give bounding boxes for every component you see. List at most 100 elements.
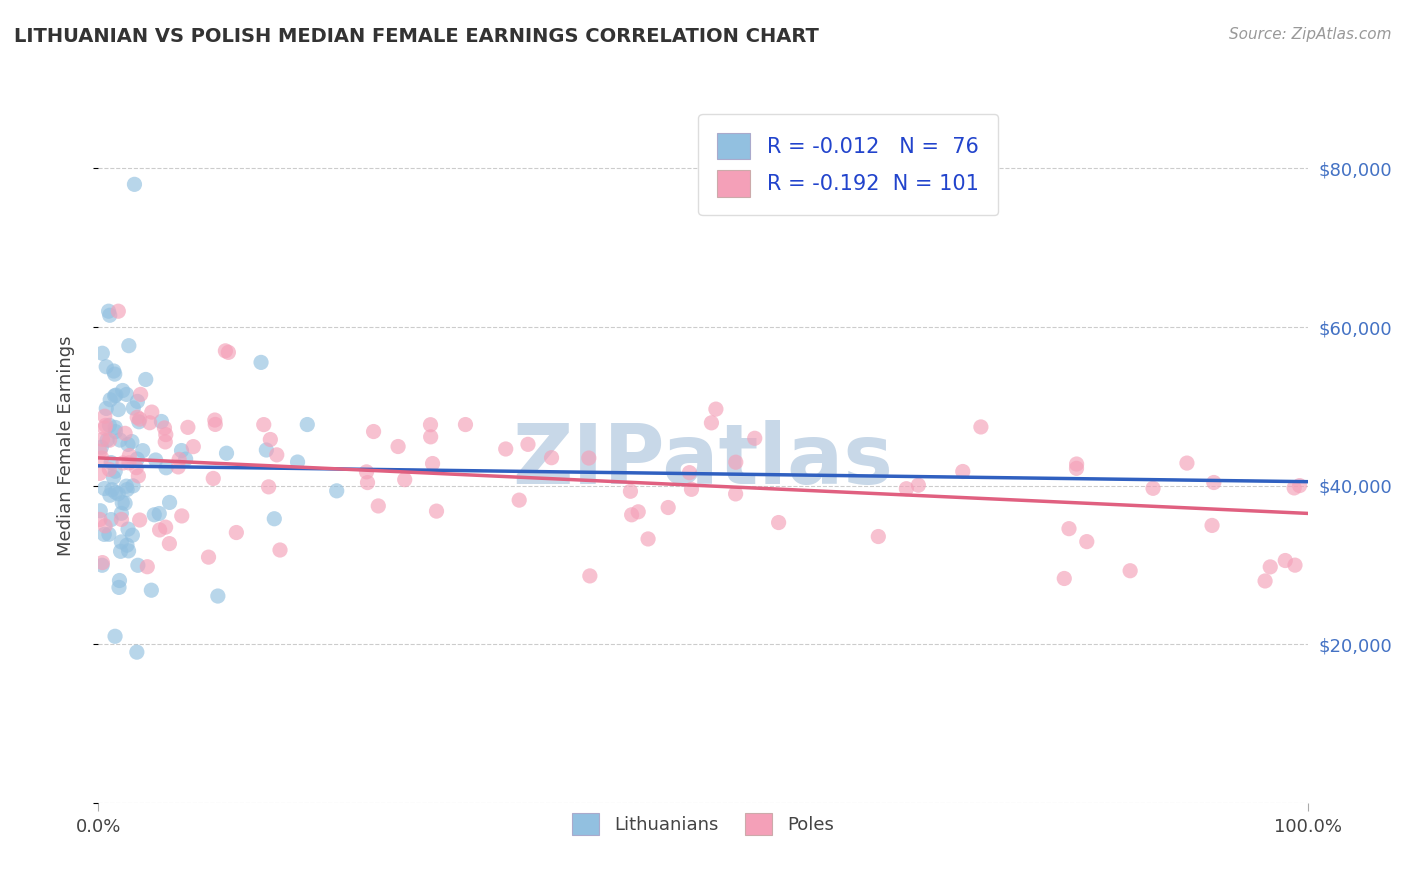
Point bbox=[117, 522, 139, 536]
Text: Source: ZipAtlas.com: Source: ZipAtlas.com bbox=[1229, 27, 1392, 42]
Point bbox=[952, 465, 974, 479]
Point bbox=[215, 446, 238, 460]
Point bbox=[325, 483, 347, 498]
Point bbox=[744, 431, 766, 445]
Point bbox=[1066, 457, 1088, 471]
Point bbox=[619, 484, 641, 499]
Point bbox=[115, 387, 138, 401]
Point bbox=[1175, 456, 1198, 470]
Point bbox=[657, 500, 679, 515]
Point bbox=[907, 478, 929, 492]
Point bbox=[141, 405, 163, 419]
Point bbox=[197, 550, 219, 565]
Point bbox=[422, 457, 444, 471]
Point bbox=[259, 433, 281, 447]
Point bbox=[118, 456, 141, 470]
Point bbox=[394, 473, 416, 487]
Point bbox=[155, 520, 177, 534]
Point bbox=[108, 581, 131, 595]
Point bbox=[127, 394, 149, 409]
Point bbox=[217, 345, 239, 359]
Point bbox=[150, 415, 173, 429]
Point bbox=[128, 412, 150, 426]
Point bbox=[181, 440, 204, 454]
Point bbox=[253, 417, 276, 432]
Point bbox=[1057, 522, 1080, 536]
Point bbox=[98, 392, 121, 407]
Point bbox=[681, 483, 703, 497]
Point bbox=[214, 343, 236, 358]
Point bbox=[148, 507, 170, 521]
Point bbox=[108, 574, 131, 588]
Point bbox=[110, 506, 132, 520]
Point bbox=[1202, 475, 1225, 490]
Point bbox=[103, 364, 125, 378]
Point bbox=[128, 415, 150, 429]
Point bbox=[125, 645, 148, 659]
Point bbox=[768, 516, 790, 530]
Point bbox=[700, 416, 723, 430]
Point bbox=[125, 460, 148, 475]
Point bbox=[89, 504, 111, 518]
Point bbox=[117, 544, 139, 558]
Point bbox=[287, 455, 309, 469]
Point bbox=[103, 470, 125, 484]
Point bbox=[868, 529, 890, 543]
Point bbox=[89, 512, 111, 526]
Point bbox=[91, 556, 114, 570]
Point bbox=[98, 308, 121, 322]
Point bbox=[356, 465, 378, 479]
Point bbox=[269, 543, 291, 558]
Point bbox=[124, 178, 146, 192]
Point bbox=[1053, 572, 1076, 586]
Point bbox=[114, 426, 136, 441]
Point bbox=[104, 388, 127, 402]
Point bbox=[118, 339, 141, 353]
Point bbox=[132, 443, 155, 458]
Point bbox=[174, 452, 197, 467]
Point bbox=[363, 425, 385, 439]
Point bbox=[91, 346, 114, 360]
Point bbox=[104, 425, 127, 439]
Point bbox=[93, 482, 115, 496]
Point bbox=[98, 434, 121, 448]
Point bbox=[121, 528, 143, 542]
Point bbox=[110, 512, 132, 526]
Legend: Lithuanians, Poles: Lithuanians, Poles bbox=[564, 804, 842, 844]
Point bbox=[111, 384, 134, 398]
Point bbox=[94, 418, 117, 433]
Point bbox=[121, 434, 143, 449]
Point bbox=[387, 440, 409, 454]
Point bbox=[93, 421, 115, 435]
Point bbox=[141, 583, 163, 598]
Point bbox=[153, 421, 176, 435]
Point bbox=[145, 453, 167, 467]
Point bbox=[970, 420, 993, 434]
Point bbox=[108, 433, 131, 447]
Point bbox=[257, 480, 280, 494]
Point bbox=[356, 475, 378, 490]
Point bbox=[104, 389, 127, 403]
Point bbox=[263, 512, 285, 526]
Point bbox=[93, 409, 115, 424]
Point bbox=[98, 462, 121, 476]
Point bbox=[89, 467, 111, 481]
Point bbox=[128, 513, 150, 527]
Point bbox=[115, 479, 138, 493]
Point bbox=[155, 427, 177, 442]
Point bbox=[155, 460, 177, 475]
Point bbox=[107, 304, 129, 318]
Point bbox=[129, 387, 152, 401]
Point bbox=[724, 455, 747, 469]
Point bbox=[1201, 518, 1223, 533]
Point bbox=[204, 417, 226, 432]
Point bbox=[114, 496, 136, 510]
Point bbox=[91, 558, 114, 573]
Point bbox=[1258, 560, 1281, 574]
Point bbox=[104, 367, 127, 381]
Point bbox=[1284, 558, 1306, 573]
Point bbox=[167, 459, 190, 474]
Point bbox=[540, 450, 562, 465]
Point bbox=[112, 456, 135, 470]
Point bbox=[96, 433, 118, 447]
